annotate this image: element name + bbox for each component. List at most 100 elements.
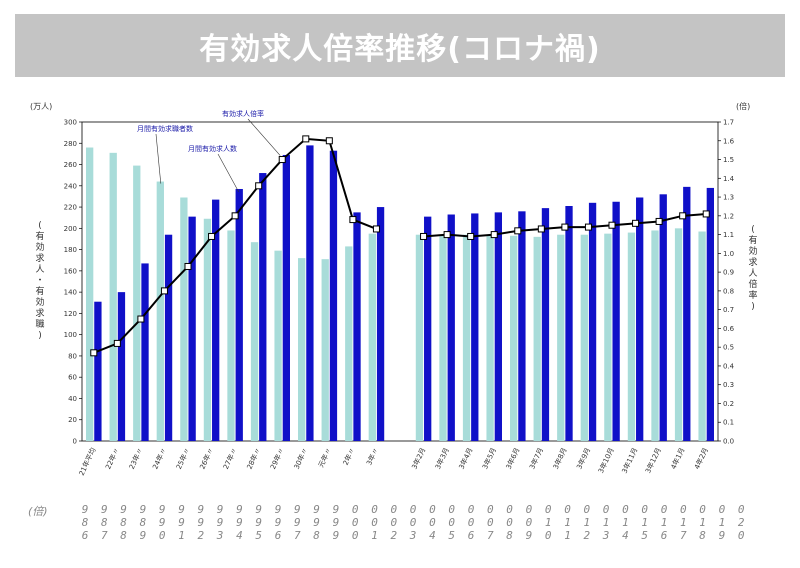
footer-digit: 9 <box>81 503 89 516</box>
footer-digit: 0 <box>622 503 629 516</box>
footer-digit: 9 <box>100 503 108 516</box>
footer-digit: 0 <box>583 503 591 516</box>
footer-digit: 1 <box>371 529 378 542</box>
footer-digit: 0 <box>429 503 436 516</box>
right-axis-title-char: 倍 <box>748 278 757 290</box>
legend-ratio-leader <box>247 118 281 156</box>
category-label: 元年〃 <box>316 446 333 469</box>
footer-digit: 7 <box>100 529 108 542</box>
bar-jobseekers <box>227 230 235 441</box>
bar-openings <box>235 188 243 441</box>
footer-digit: 2 <box>390 529 398 542</box>
footer-digit: 0 <box>699 503 706 516</box>
footer-digit: 6 <box>81 529 89 542</box>
right-axis-title-char: ( <box>751 225 755 235</box>
left-tick-label: 260 <box>64 161 77 169</box>
category-label: 4年1月 <box>669 446 687 471</box>
footer-digit: 0 <box>679 503 687 516</box>
bar-jobseekers <box>86 147 94 441</box>
footer-digit: 0 <box>467 516 475 529</box>
footer-digit: 1 <box>660 516 668 529</box>
right-tick-label: 0.8 <box>723 287 734 295</box>
category-label: 21年平均 <box>77 446 98 477</box>
right-tick-label: 0.0 <box>723 438 734 446</box>
left-tick-label: 140 <box>64 289 77 297</box>
footer-digit: 0 <box>409 503 417 516</box>
footer-digit: 9 <box>255 516 262 529</box>
footer-digit: 9 <box>158 503 166 516</box>
left-axis-title-char: 有 <box>35 230 44 242</box>
right-tick-label: 1.7 <box>723 119 734 127</box>
category-label: 25年〃 <box>174 446 192 471</box>
footer-digit: 0 <box>525 503 533 516</box>
bar-openings <box>188 216 196 441</box>
bar-jobseekers <box>627 232 636 441</box>
bar-openings <box>164 234 173 441</box>
footer-digit: 8 <box>506 529 513 542</box>
footer-digit: 9 <box>236 503 243 516</box>
category-label: 3年7月 <box>527 446 545 471</box>
footer-digit: 1 <box>641 516 648 529</box>
legend-jobseekers-leader <box>155 133 162 184</box>
footer-label: (倍) <box>28 505 48 518</box>
category-label: 27年〃 <box>221 446 239 471</box>
bar-jobseekers <box>345 246 353 441</box>
category-label: 2年〃 <box>341 446 357 467</box>
footer-digit: 6 <box>467 529 475 542</box>
bar-jobseekers <box>415 234 424 441</box>
footer-digit: 9 <box>236 516 243 529</box>
bar-openings <box>353 212 361 441</box>
left-tick-label: 40 <box>68 395 77 403</box>
left-unit-label: (万人) <box>30 102 52 111</box>
ratio-point <box>90 349 98 357</box>
page-title: 有効求人倍率推移(コロナ禍) <box>199 31 601 67</box>
bar-openings <box>306 145 314 442</box>
ratio-point <box>561 223 569 231</box>
bar-jobseekers <box>651 230 659 441</box>
footer-digit: 3 <box>409 529 417 542</box>
bar-jobseekers <box>298 258 306 441</box>
left-tick-label: 300 <box>64 119 77 127</box>
left-axis-title-char: 職 <box>35 319 44 330</box>
left-tick-label: 60 <box>68 374 77 382</box>
footer-digit: 9 <box>274 503 282 516</box>
bar-openings <box>94 301 102 441</box>
footer-digit: 0 <box>660 503 668 516</box>
right-axis-title-char: 効 <box>748 245 757 257</box>
left-tick-label: 100 <box>64 331 77 339</box>
category-label: 28年〃 <box>245 446 263 471</box>
bar-jobseekers <box>109 152 117 441</box>
footer-digit: 7 <box>679 529 687 542</box>
footer-digit: 0 <box>486 503 494 516</box>
footer-digit: 9 <box>525 529 533 542</box>
left-tick-label: 280 <box>64 140 77 148</box>
footer-digit: 9 <box>332 503 340 516</box>
category-label: 22年〃 <box>103 446 121 471</box>
bar-openings <box>612 201 620 441</box>
footer-digit: 0 <box>641 503 648 516</box>
category-label: 26年〃 <box>198 446 216 471</box>
ratio-point <box>420 232 428 240</box>
bar-jobseekers <box>203 218 212 441</box>
left-tick-label: 80 <box>68 352 77 360</box>
ratio-point <box>467 232 475 240</box>
footer-digit: 0 <box>544 503 552 516</box>
bar-jobseekers <box>580 234 588 441</box>
category-label: 3年3月 <box>433 446 451 471</box>
bar-openings <box>683 186 691 441</box>
footer-digit: 9 <box>139 529 147 542</box>
footer-digit: 1 <box>544 516 552 529</box>
footer-digit: 8 <box>120 516 127 529</box>
legend-jobseekers-label: 月間有効求職者数 <box>137 124 193 133</box>
footer-digit: 9 <box>274 516 282 529</box>
footer-digit: 1 <box>564 516 571 529</box>
category-label: 3年9月 <box>574 446 592 471</box>
ratio-point <box>231 212 239 220</box>
footer-digit: 0 <box>506 503 513 516</box>
ratio-point <box>302 135 310 143</box>
footer-digit: 1 <box>564 529 571 542</box>
left-axis-title-char: 効 <box>35 296 44 308</box>
legend-openings-label: 月間有効求人数 <box>188 144 237 153</box>
footer-digit: 8 <box>313 529 320 542</box>
right-tick-label: 0.2 <box>723 400 734 408</box>
